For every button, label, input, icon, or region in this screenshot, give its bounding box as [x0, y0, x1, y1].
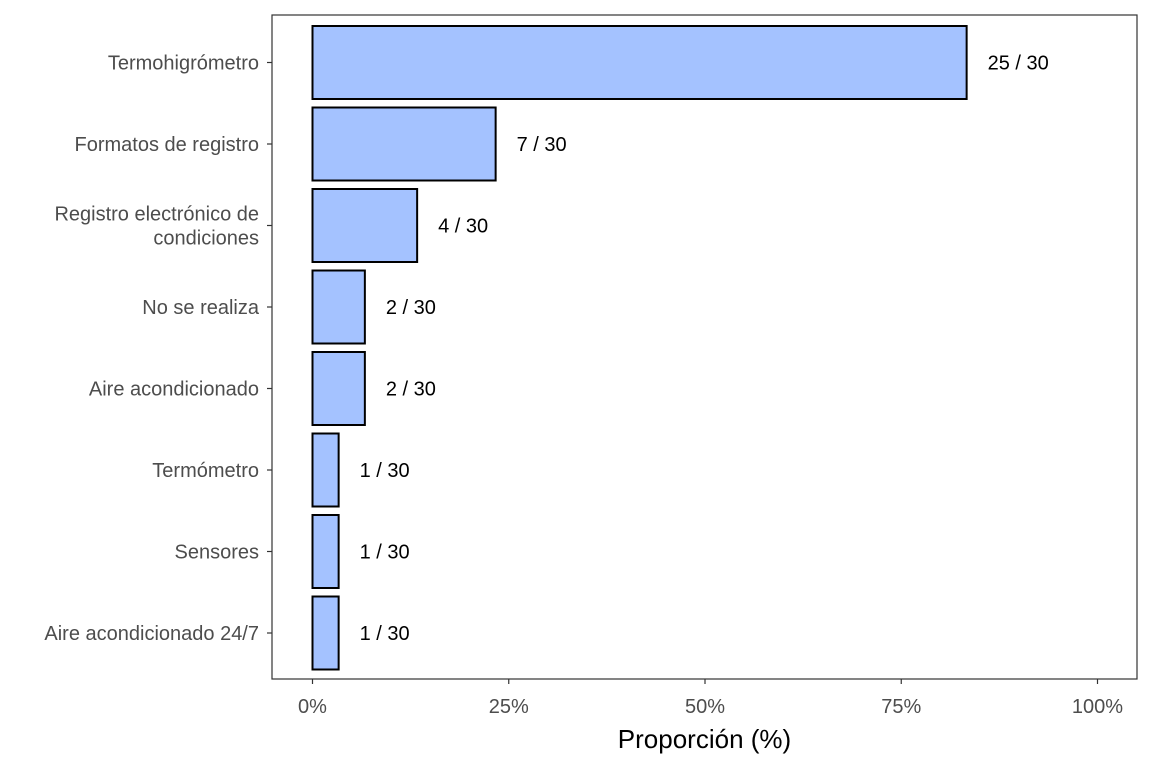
x-tick-label: 75%: [881, 696, 921, 718]
bar: [311, 269, 366, 345]
category-label: Registro electrónico de condiciones: [54, 204, 259, 250]
category-label: No se realiza: [142, 297, 260, 319]
bar: [311, 25, 968, 100]
x-tick-label: 25%: [489, 696, 529, 718]
category-label: Termohigrómetro: [108, 53, 259, 75]
bar-value-label: 4 / 30: [438, 216, 488, 238]
x-tick-label: 50%: [685, 696, 725, 718]
category-label: Aire acondicionado 24/7: [44, 623, 259, 645]
category-label: Aire acondicionado: [89, 379, 259, 401]
category-label: Formatos de registro: [74, 134, 259, 156]
bar-value-label: 25 / 30: [988, 53, 1049, 75]
x-axis-title: Proporción (%): [618, 724, 791, 754]
bar-value-label: 2 / 30: [386, 379, 436, 401]
bar-value-label: 7 / 30: [517, 134, 567, 156]
bar: [311, 432, 340, 508]
bar: [311, 514, 340, 589]
bars-group: [311, 25, 968, 671]
bar: [311, 351, 366, 426]
x-axis: 0% 25% 50% 75% 100%: [298, 679, 1123, 718]
data-labels-group: 25 / 30 7 / 30 4 / 30 2 / 30 2 / 30 1 / 30 1 /…: [360, 53, 1049, 646]
bar: [311, 595, 340, 671]
bar-value-label: 1 / 30: [360, 460, 410, 482]
bar-value-label: 1 / 30: [360, 542, 410, 564]
bar: [311, 188, 419, 263]
bar: [311, 106, 497, 182]
bar-value-label: 2 / 30: [386, 297, 436, 319]
category-label: Sensores: [175, 542, 260, 564]
y-axis: Termohigrómetro Formatos de registro Regis…: [44, 53, 272, 645]
bar-value-label: 1 / 30: [360, 623, 410, 645]
x-tick-label: 0%: [298, 696, 327, 718]
category-label: Termómetro: [152, 460, 259, 482]
x-tick-label: 100%: [1072, 696, 1123, 718]
